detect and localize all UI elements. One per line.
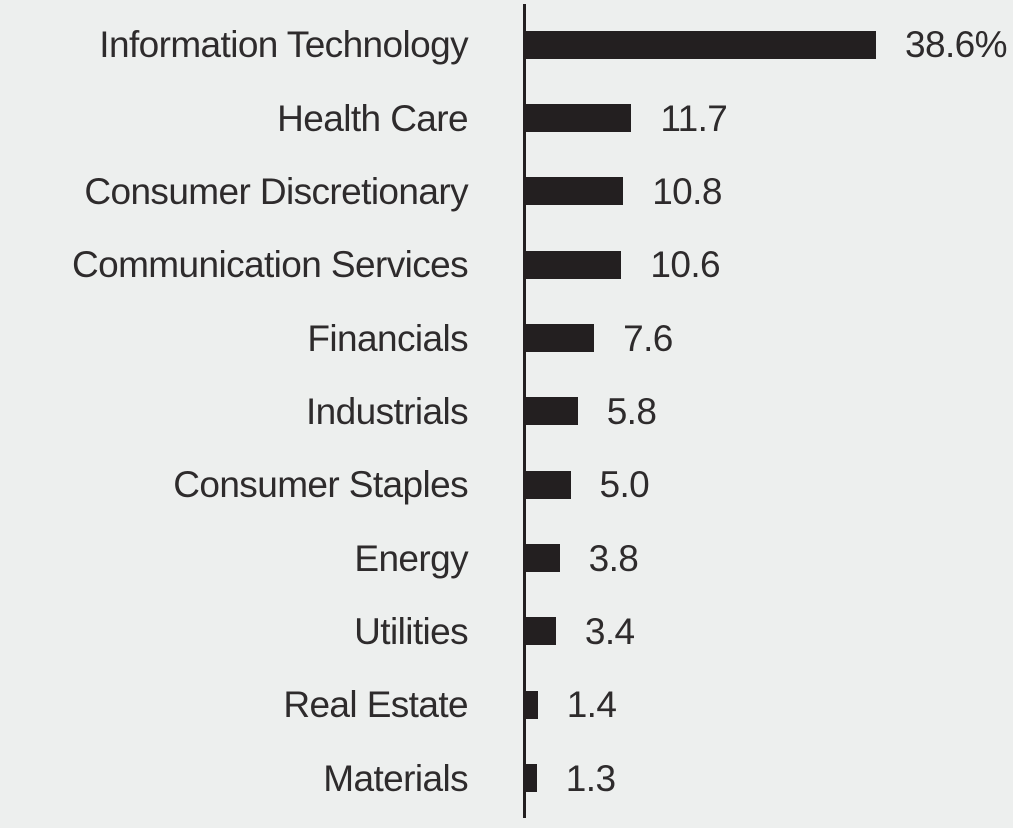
chart-row: Real Estate 1.4 [0, 668, 1013, 741]
bar [525, 177, 624, 206]
value-label: 7.6 [623, 317, 673, 359]
chart-row: Energy 3.8 [0, 521, 1013, 594]
bar [525, 397, 578, 426]
chart-row: Utilities 3.4 [0, 595, 1013, 668]
bar [525, 104, 632, 133]
bar [525, 544, 560, 573]
value-label: 11.7 [660, 97, 728, 139]
value-label: 38.6% [905, 24, 1008, 66]
bar [525, 470, 571, 499]
category-label: Real Estate [283, 684, 468, 726]
bar [525, 250, 622, 279]
category-label: Utilities [354, 610, 468, 652]
category-label: Financials [307, 317, 468, 359]
value-label: 1.4 [566, 684, 617, 726]
category-label: Industrials [305, 390, 469, 432]
value-label: 10.8 [652, 170, 722, 212]
bar [525, 690, 538, 719]
chart-row: Health Care 11.7 [0, 81, 1013, 154]
chart-row: Industrials 5.8 [0, 375, 1013, 448]
chart-row: Consumer Discretionary 10.8 [0, 155, 1013, 228]
category-label: Consumer Staples [173, 464, 468, 506]
category-label: Consumer Discretionary [84, 170, 468, 212]
chart-row: Consumer Staples 5.0 [0, 448, 1013, 521]
bar [525, 617, 556, 646]
category-label: Materials [323, 757, 468, 799]
value-label: 5.8 [606, 390, 657, 432]
value-label: 10.6 [650, 244, 721, 286]
value-label: 3.8 [588, 537, 639, 579]
value-label: 3.4 [584, 610, 635, 652]
y-axis-line [523, 4, 526, 818]
chart-row: Financials 7.6 [0, 301, 1013, 374]
bar [525, 324, 595, 353]
chart-rows: Information Technology 38.6% Health Care… [0, 8, 1013, 815]
value-label: 1.3 [565, 757, 616, 799]
category-label: Information Technology [99, 24, 468, 66]
bar [525, 30, 876, 59]
category-label: Health Care [277, 97, 468, 139]
chart-row: Communication Services 10.6 [0, 228, 1013, 301]
bar [525, 764, 537, 793]
value-label: 5.0 [599, 464, 650, 506]
chart-row: Information Technology 38.6% [0, 8, 1013, 81]
category-label: Energy [354, 537, 468, 579]
category-label: Communication Services [71, 244, 469, 286]
chart-row: Materials 1.3 [0, 741, 1013, 814]
